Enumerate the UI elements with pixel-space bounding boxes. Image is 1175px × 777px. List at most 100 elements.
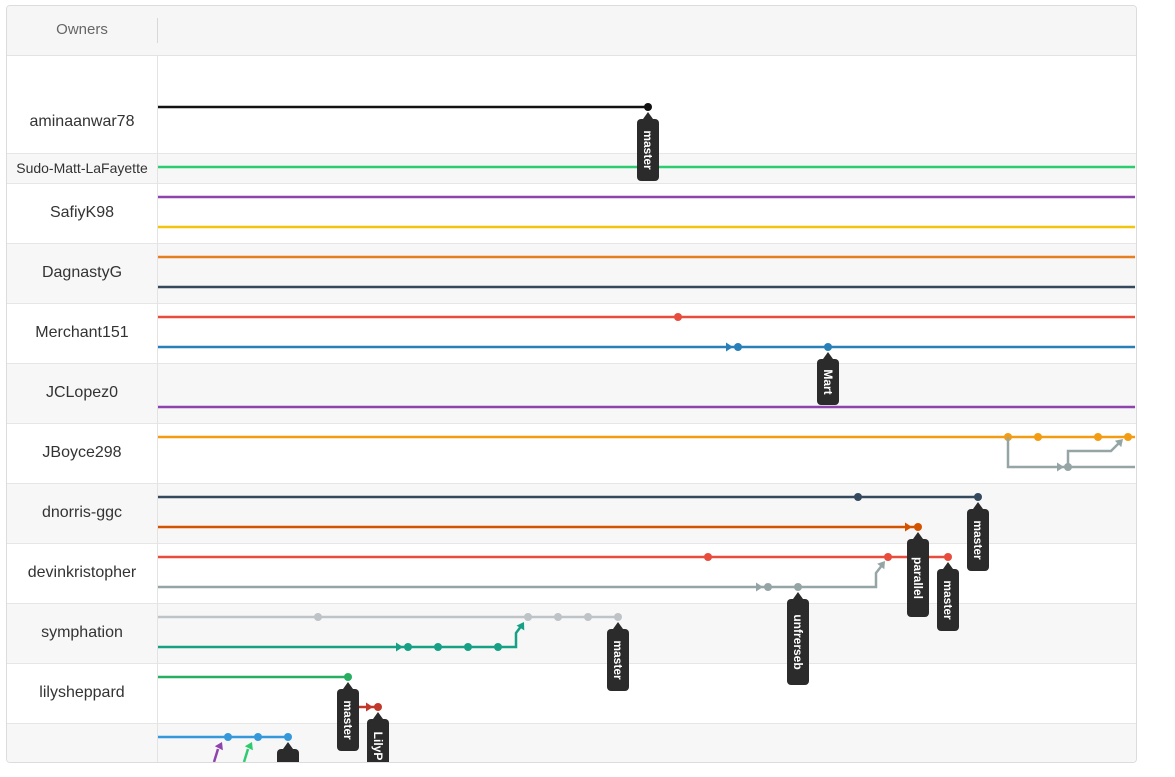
branch-tag-label: Mart [821, 369, 835, 394]
commit-dot[interactable] [494, 643, 502, 651]
owner-name[interactable]: aminaanwar78 [29, 113, 135, 130]
commit-dot[interactable] [1124, 433, 1132, 441]
commit-dot[interactable] [914, 523, 922, 531]
commit-dot[interactable] [824, 343, 832, 351]
graph-header: Owners [7, 6, 1136, 56]
owner-row: JBoyce298 [7, 424, 1136, 484]
network-graph-panel: Owners aminaanwar78 Sudo-Matt-LaFayette … [6, 5, 1137, 763]
branch-tag-pointer [973, 502, 983, 509]
commit-dot[interactable] [644, 103, 652, 111]
branch-tag-pointer [283, 742, 293, 749]
branch-tag-box [787, 599, 809, 685]
owner-row [7, 724, 1136, 762]
commit-dot[interactable] [734, 343, 742, 351]
commit-dot[interactable] [254, 733, 262, 741]
branch-tag[interactable]: master [607, 622, 629, 691]
branch-tag-pointer [823, 352, 833, 359]
branch-path [242, 748, 250, 762]
branch-tag-pointer [793, 592, 803, 599]
owner-row: dnorris-ggc [7, 484, 1136, 544]
branch-tag-pointer [643, 112, 653, 119]
branch-tag[interactable]: Mart [817, 352, 839, 405]
commit-dot[interactable] [584, 613, 592, 621]
owner-row: lilysheppard [7, 664, 1136, 724]
owner-row: devinkristopher [7, 544, 1136, 604]
merge-arrow [726, 342, 733, 352]
branch-tag[interactable]: parallel [907, 532, 929, 617]
branch-tag[interactable]: master [637, 112, 659, 181]
branch-tag-label: master [641, 130, 655, 170]
fork-path [1006, 437, 1135, 469]
branch-tag-box [637, 119, 659, 181]
owner-row: aminaanwar78 [7, 56, 1136, 154]
branch-tag-box [367, 719, 389, 762]
commit-dot[interactable] [464, 643, 472, 651]
branch-tag-pointer [613, 622, 623, 629]
branch-tag[interactable]: unfrerseb [787, 592, 809, 685]
commit-dot[interactable] [344, 673, 352, 681]
commit-dot[interactable] [284, 733, 292, 741]
branch-tag[interactable]: master [337, 682, 359, 751]
branch-tag-label: parallel [911, 557, 925, 599]
commit-graph[interactable]: master Mart master parallel master unfrerseb m… [7, 6, 1136, 762]
owner-name[interactable]: JBoyce298 [42, 444, 122, 461]
commit-dot[interactable] [1034, 433, 1042, 441]
owner-row: DagnastyG [7, 244, 1136, 304]
merge-arrow [756, 582, 763, 592]
owner-name[interactable]: Sudo-Matt-LaFayette [16, 160, 148, 176]
branch-tag-pointer [943, 562, 953, 569]
commit-dot[interactable] [1094, 433, 1102, 441]
commit-dot[interactable] [674, 313, 682, 321]
merge-arrow [516, 622, 525, 631]
owners-column-divider [7, 56, 158, 762]
owner-name[interactable]: devinkristopher [27, 564, 137, 581]
owner-name[interactable]: dnorris-ggc [41, 504, 123, 521]
owner-row: Merchant151 [7, 304, 1136, 364]
commit-dot[interactable] [884, 553, 892, 561]
branch-tag-pointer [913, 532, 923, 539]
branch-tag-box [937, 569, 959, 631]
branch-tag-box [277, 749, 299, 762]
owner-row: JCLopez0 [7, 364, 1136, 424]
commit-dot[interactable] [224, 733, 232, 741]
commit-dot[interactable] [434, 643, 442, 651]
commit-dot[interactable] [614, 613, 622, 621]
commit-dot[interactable] [524, 613, 532, 621]
branch-tag-label: LilyP [371, 732, 385, 761]
merge-arrow [396, 642, 403, 652]
owner-name[interactable]: JCLopez0 [45, 384, 119, 401]
owner-name[interactable]: symphation [41, 624, 123, 641]
branch-tag[interactable]: master [937, 562, 959, 631]
merge-path [1066, 441, 1121, 467]
branch-tag[interactable]: master [967, 502, 989, 571]
commit-dot[interactable] [974, 493, 982, 501]
commit-dot[interactable] [554, 613, 562, 621]
branch-path [158, 624, 523, 649]
branch-path [212, 748, 220, 762]
branch-tag-box [907, 539, 929, 617]
owner-name[interactable]: DagnastyG [41, 264, 123, 281]
branch-tag-box [337, 689, 359, 751]
merge-arrow [214, 742, 223, 751]
commit-dot[interactable] [764, 583, 772, 591]
merge-arrow [905, 522, 912, 532]
branch-tag[interactable]: LilyP [367, 712, 389, 762]
branch-tag-box [607, 629, 629, 691]
owners-column-header: Owners [56, 21, 108, 38]
commit-dot[interactable] [704, 553, 712, 561]
commit-dot[interactable] [314, 613, 322, 621]
commit-dot[interactable] [794, 583, 802, 591]
commit-dot[interactable] [854, 493, 862, 501]
merge-arrow [1114, 439, 1123, 448]
commit-dot[interactable] [944, 553, 952, 561]
commit-dot[interactable] [404, 643, 412, 651]
merge-arrow [244, 742, 253, 751]
header-divider [157, 18, 158, 43]
branch-tag-pointer [373, 712, 383, 719]
merge-arrow [1057, 462, 1064, 472]
merge-arrow [366, 702, 373, 712]
commit-dot[interactable] [374, 703, 382, 711]
owner-name[interactable]: Merchant151 [35, 324, 129, 341]
owner-name[interactable]: SafiyK98 [49, 204, 115, 221]
owner-name[interactable]: lilysheppard [39, 684, 125, 701]
